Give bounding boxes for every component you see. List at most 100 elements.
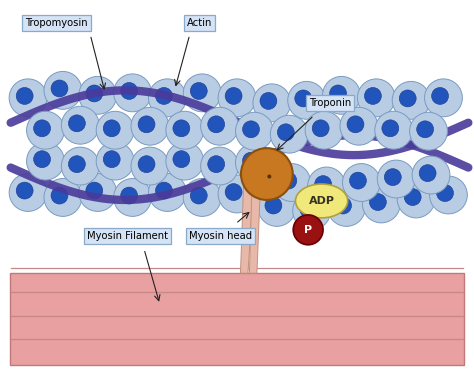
Circle shape bbox=[218, 175, 256, 213]
Circle shape bbox=[288, 81, 326, 119]
Circle shape bbox=[191, 83, 207, 100]
Circle shape bbox=[68, 156, 85, 173]
Circle shape bbox=[155, 87, 173, 104]
Circle shape bbox=[335, 197, 352, 214]
Text: ADP: ADP bbox=[309, 196, 335, 206]
Circle shape bbox=[155, 182, 173, 199]
Ellipse shape bbox=[295, 184, 348, 218]
Circle shape bbox=[68, 115, 85, 132]
Circle shape bbox=[312, 120, 329, 137]
Circle shape bbox=[236, 112, 273, 150]
Text: Myosin head: Myosin head bbox=[189, 231, 252, 241]
Circle shape bbox=[9, 79, 47, 117]
Circle shape bbox=[96, 111, 134, 149]
Circle shape bbox=[315, 176, 332, 192]
Circle shape bbox=[191, 187, 207, 204]
Circle shape bbox=[114, 178, 151, 216]
Circle shape bbox=[293, 215, 323, 245]
Circle shape bbox=[236, 144, 273, 182]
Circle shape bbox=[397, 180, 435, 218]
Circle shape bbox=[121, 83, 137, 100]
Circle shape bbox=[377, 160, 415, 198]
Circle shape bbox=[365, 87, 382, 104]
Circle shape bbox=[16, 182, 33, 199]
Circle shape bbox=[293, 192, 330, 230]
Circle shape bbox=[437, 185, 454, 202]
Circle shape bbox=[343, 164, 380, 201]
Circle shape bbox=[392, 81, 430, 119]
Circle shape bbox=[148, 174, 186, 211]
Circle shape bbox=[225, 184, 242, 201]
Circle shape bbox=[103, 120, 120, 137]
Circle shape bbox=[79, 77, 117, 114]
Circle shape bbox=[308, 167, 346, 205]
Text: P: P bbox=[304, 225, 312, 235]
Circle shape bbox=[399, 90, 416, 107]
Circle shape bbox=[114, 74, 151, 112]
Circle shape bbox=[243, 152, 259, 169]
Circle shape bbox=[340, 107, 378, 145]
Circle shape bbox=[201, 107, 238, 145]
Circle shape bbox=[16, 87, 33, 104]
Circle shape bbox=[412, 156, 450, 194]
Polygon shape bbox=[240, 188, 254, 273]
Circle shape bbox=[241, 148, 293, 200]
Circle shape bbox=[218, 79, 256, 117]
Circle shape bbox=[9, 174, 47, 211]
Circle shape bbox=[432, 87, 448, 104]
Circle shape bbox=[62, 106, 99, 144]
Circle shape bbox=[425, 79, 462, 117]
Circle shape bbox=[173, 151, 190, 168]
Circle shape bbox=[357, 79, 395, 117]
Text: Actin: Actin bbox=[187, 18, 212, 28]
Circle shape bbox=[131, 107, 169, 145]
Circle shape bbox=[417, 121, 434, 138]
Circle shape bbox=[44, 71, 82, 109]
Circle shape bbox=[173, 120, 190, 137]
Circle shape bbox=[51, 187, 68, 204]
Circle shape bbox=[208, 116, 225, 133]
Circle shape bbox=[419, 165, 436, 182]
Circle shape bbox=[349, 172, 366, 189]
Circle shape bbox=[201, 147, 238, 185]
Circle shape bbox=[225, 87, 242, 104]
Circle shape bbox=[328, 188, 365, 226]
Circle shape bbox=[270, 115, 308, 153]
Circle shape bbox=[273, 164, 310, 201]
Circle shape bbox=[27, 111, 64, 149]
Circle shape bbox=[34, 151, 51, 168]
Circle shape bbox=[295, 90, 312, 107]
Circle shape bbox=[329, 85, 346, 102]
Circle shape bbox=[243, 121, 259, 138]
Text: Tropomyosin: Tropomyosin bbox=[25, 18, 88, 28]
Circle shape bbox=[103, 151, 120, 168]
Circle shape bbox=[79, 174, 117, 211]
Text: Troponin: Troponin bbox=[309, 98, 351, 108]
Circle shape bbox=[323, 77, 360, 114]
Circle shape bbox=[267, 175, 271, 178]
Circle shape bbox=[265, 197, 282, 214]
Circle shape bbox=[44, 178, 82, 216]
Circle shape bbox=[62, 147, 99, 185]
Circle shape bbox=[258, 188, 296, 226]
Circle shape bbox=[27, 142, 64, 180]
Circle shape bbox=[347, 116, 364, 133]
Circle shape bbox=[166, 142, 204, 180]
Circle shape bbox=[369, 194, 386, 211]
Circle shape bbox=[121, 187, 137, 204]
Circle shape bbox=[86, 85, 103, 102]
Circle shape bbox=[166, 111, 204, 149]
Circle shape bbox=[183, 178, 221, 216]
Circle shape bbox=[183, 74, 221, 112]
Circle shape bbox=[280, 172, 297, 189]
Circle shape bbox=[253, 84, 291, 122]
Circle shape bbox=[384, 169, 401, 186]
Circle shape bbox=[305, 111, 343, 149]
Circle shape bbox=[375, 111, 412, 149]
Circle shape bbox=[260, 92, 277, 110]
FancyBboxPatch shape bbox=[9, 273, 465, 365]
Circle shape bbox=[410, 112, 447, 150]
Circle shape bbox=[34, 120, 51, 137]
Polygon shape bbox=[249, 188, 260, 273]
Text: Myosin Filament: Myosin Filament bbox=[87, 231, 168, 241]
